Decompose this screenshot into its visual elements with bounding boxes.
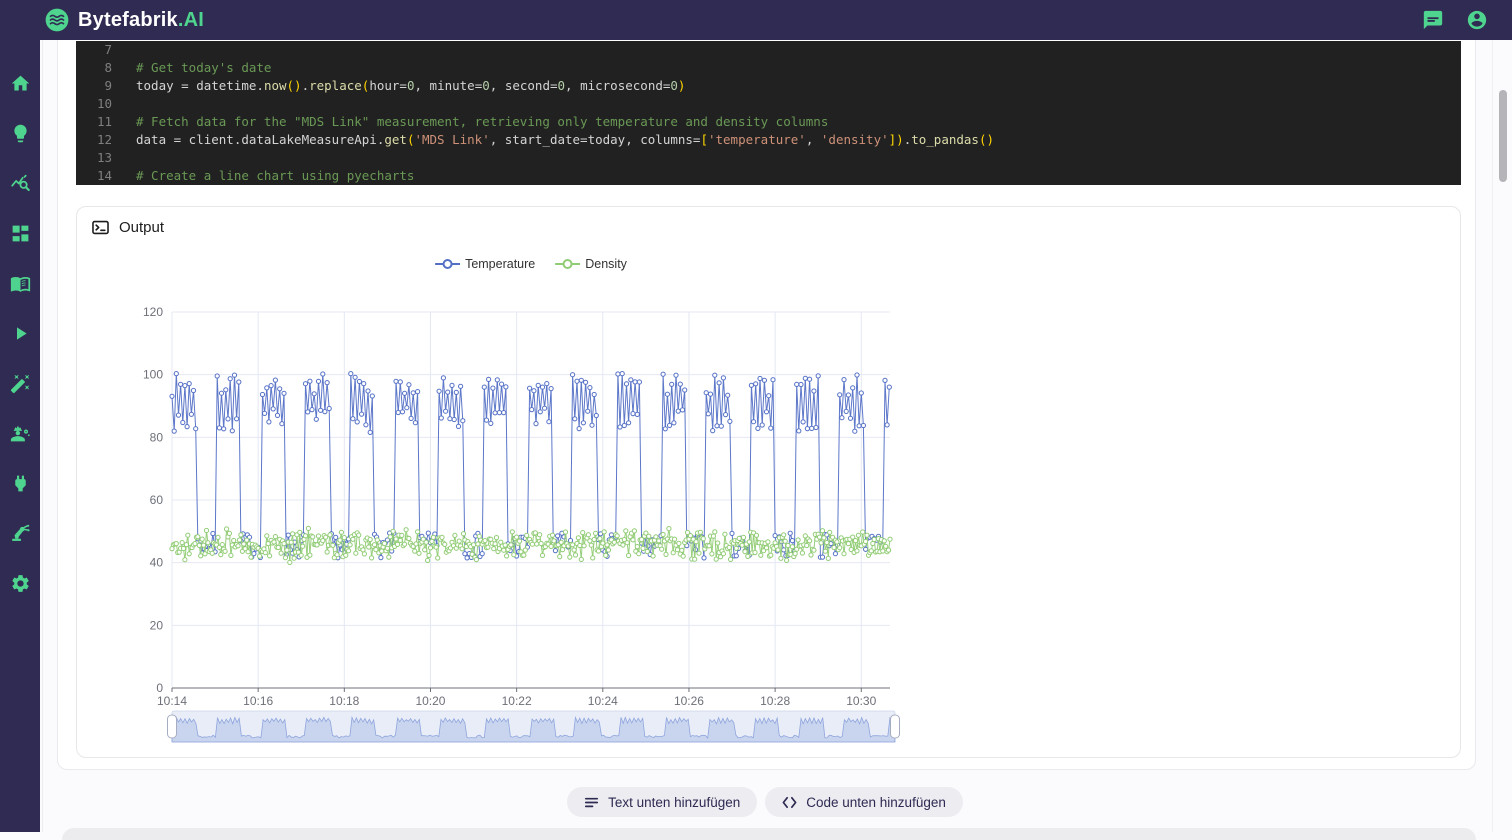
chat-icon[interactable] — [1422, 9, 1444, 31]
chart-explore-icon — [10, 173, 31, 194]
sidebar-item-automation[interactable] — [0, 508, 40, 558]
account-icon[interactable] — [1466, 9, 1488, 31]
app-header: Bytefabrik.AI — [0, 0, 1512, 40]
code-line[interactable]: 9 today = datetime.now().replace(hour=0, … — [76, 77, 1461, 95]
line-number: 8 — [76, 59, 112, 77]
next-cell-preview[interactable] — [62, 828, 1476, 840]
datazoom-handle-left[interactable] — [168, 715, 177, 738]
code-text: # Get today's date — [136, 59, 271, 77]
sidebar-item-dashboards[interactable] — [0, 208, 40, 258]
svg-text:40: 40 — [150, 556, 164, 570]
svg-text:60: 60 — [150, 493, 164, 507]
text-lines-icon — [584, 795, 599, 810]
code-line[interactable]: 12 data = client.dataLakeMeasureApi.get('… — [76, 131, 1461, 149]
legend-marker-density-icon — [555, 258, 580, 270]
play-icon — [10, 323, 31, 344]
book-icon — [10, 273, 31, 294]
cell-actions: Text unten hinzufügen Code unten hinzufü… — [40, 787, 1490, 817]
svg-text:10:18: 10:18 — [329, 694, 359, 708]
notebook-cell: 78 # Get today's date 9 today = datetime.no… — [57, 0, 1476, 770]
sidebar-item-ideas[interactable] — [0, 108, 40, 158]
code-line[interactable]: 8 # Get today's date — [76, 59, 1461, 77]
add-text-label: Text unten hinzufügen — [608, 795, 740, 810]
brand-logo-icon — [44, 7, 70, 33]
legend-item-density[interactable]: Density — [555, 257, 627, 271]
line-number: 9 — [76, 77, 112, 95]
code-editor[interactable]: 78 # Get today's date 9 today = datetime.no… — [76, 41, 1461, 185]
output-panel: Output Temperature Density — [76, 206, 1461, 758]
svg-text:0: 0 — [156, 681, 163, 695]
plug-icon — [10, 473, 31, 494]
svg-text:10:14: 10:14 — [157, 694, 187, 708]
svg-text:10:24: 10:24 — [588, 694, 618, 708]
content-divider — [42, 40, 43, 832]
robot-arm-icon — [10, 523, 31, 544]
code-line[interactable]: 11 # Fetch data for the "MDS Link" measur… — [76, 113, 1461, 131]
svg-text:100: 100 — [143, 368, 163, 382]
sidebar-item-explore[interactable] — [0, 158, 40, 208]
svg-text:80: 80 — [150, 430, 164, 444]
line-number: 14 — [76, 167, 112, 185]
brand-title: Bytefabrik.AI — [78, 9, 204, 32]
line-number: 7 — [76, 41, 112, 59]
line-number: 12 — [76, 131, 112, 149]
sidebar-item-engineering[interactable] — [0, 408, 40, 458]
svg-text:20: 20 — [150, 618, 164, 632]
code-line[interactable]: 10 — [76, 95, 1461, 113]
line-number: 10 — [76, 95, 112, 113]
legend-label: Temperature — [465, 257, 535, 271]
gear-icon — [10, 573, 31, 594]
home-icon — [10, 73, 31, 94]
svg-text:120: 120 — [143, 305, 163, 319]
scrollbar — [1492, 40, 1512, 832]
magic-wand-icon — [10, 373, 31, 394]
svg-text:10:16: 10:16 — [243, 694, 273, 708]
sidebar-item-run[interactable] — [0, 308, 40, 358]
svg-text:10:22: 10:22 — [502, 694, 532, 708]
code-text: data = client.dataLakeMeasureApi.get('MD… — [136, 131, 994, 149]
sidebar-item-auto-ml[interactable] — [0, 358, 40, 408]
chart[interactable]: Temperature Density 10:14 10:16 10:18 10:20… — [137, 247, 917, 717]
scrollbar-thumb[interactable] — [1499, 90, 1507, 182]
add-code-below-button[interactable]: Code unten hinzufügen — [765, 787, 963, 817]
add-code-label: Code unten hinzufügen — [806, 795, 946, 810]
code-text: # Create a line chart using pyecharts — [136, 167, 414, 185]
legend-marker-temperature-icon — [435, 258, 460, 270]
svg-text:10:30: 10:30 — [846, 694, 876, 708]
svg-text:10:28: 10:28 — [760, 694, 790, 708]
legend-label: Density — [585, 257, 627, 271]
brand[interactable]: Bytefabrik.AI — [44, 7, 204, 33]
sidebar-item-home[interactable] — [0, 58, 40, 108]
code-text: # Fetch data for the "MDS Link" measurem… — [136, 113, 828, 131]
line-chart-canvas[interactable]: 10:14 10:16 10:18 10:20 10:22 10:24 10:26 10:28… — [137, 295, 917, 747]
lightbulb-icon — [10, 123, 31, 144]
sidebar-item-docs[interactable] — [0, 258, 40, 308]
dashboard-icon — [10, 223, 31, 244]
datazoom-handle-right[interactable] — [891, 715, 900, 738]
svg-text:10:26: 10:26 — [674, 694, 704, 708]
svg-text:10:20: 10:20 — [415, 694, 445, 708]
output-title: Output — [119, 219, 164, 236]
line-number: 13 — [76, 149, 112, 167]
add-text-below-button[interactable]: Text unten hinzufügen — [567, 787, 757, 817]
engineer-icon — [10, 423, 31, 444]
line-number: 11 — [76, 113, 112, 131]
terminal-icon — [91, 218, 110, 237]
code-brackets-icon — [782, 795, 797, 810]
legend-item-temperature[interactable]: Temperature — [435, 257, 535, 271]
code-text: today = datetime.now().replace(hour=0, m… — [136, 77, 685, 95]
sidebar — [0, 40, 40, 832]
code-line[interactable]: 7 — [76, 41, 1461, 59]
output-header: Output — [91, 218, 164, 237]
sidebar-item-settings[interactable] — [0, 558, 40, 608]
code-line[interactable]: 14 # Create a line chart using pyecharts — [76, 167, 1461, 185]
code-line[interactable]: 13 — [76, 149, 1461, 167]
sidebar-item-connect[interactable] — [0, 458, 40, 508]
chart-legend: Temperature Density — [435, 257, 627, 271]
